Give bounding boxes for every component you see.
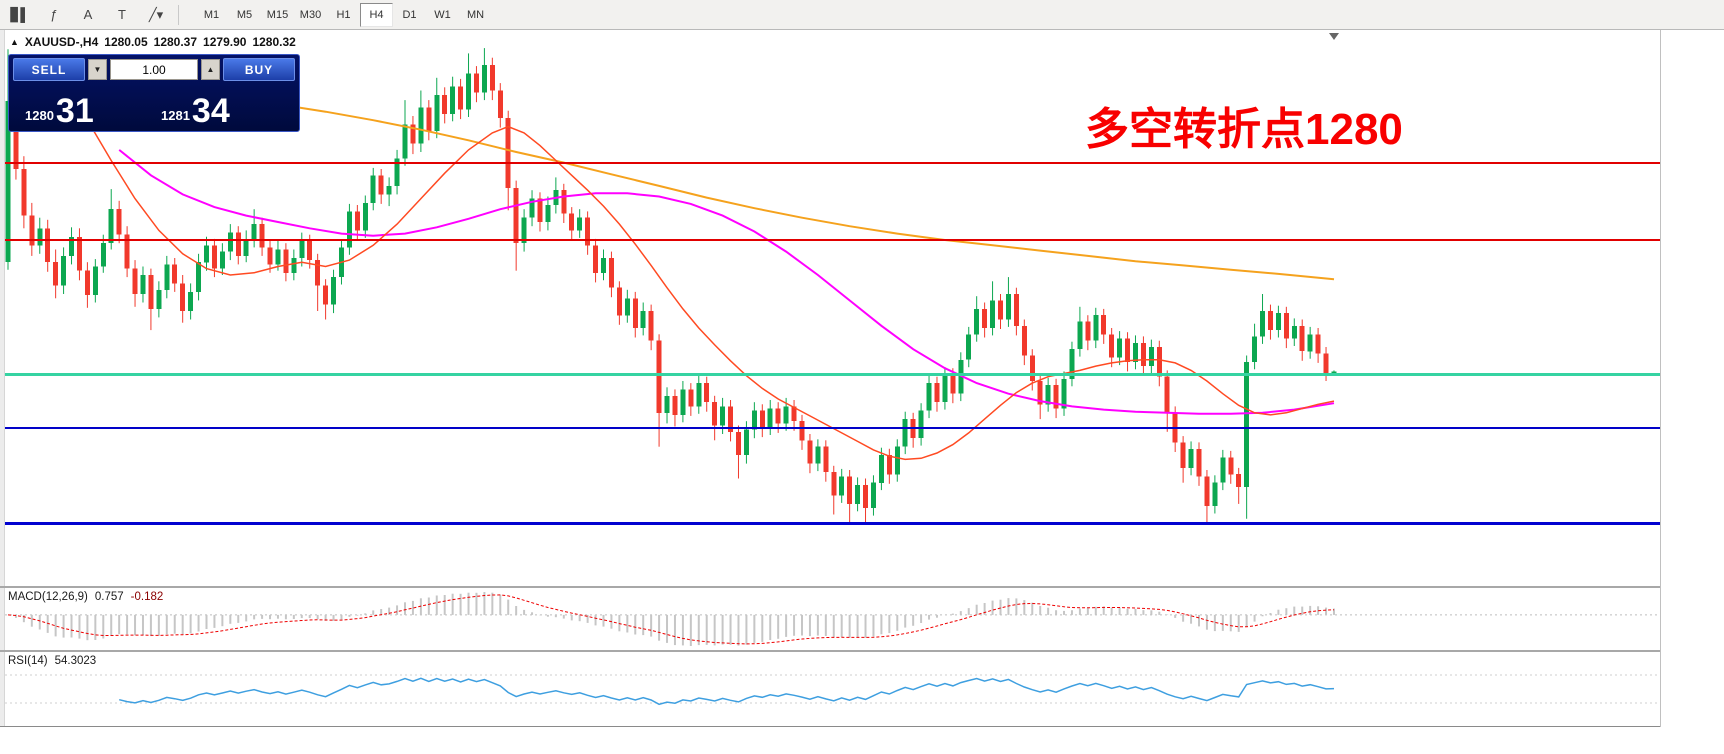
level-line-resistance-1292[interactable] <box>5 239 1660 242</box>
ma-medium-line <box>118 149 1335 415</box>
ohlc-open: 1280.05 <box>104 35 148 49</box>
timeframe-button-m15[interactable]: M15 <box>266 8 289 21</box>
buy-price-big: 34 <box>191 92 230 131</box>
ohlc-low: 1279.90 <box>203 35 247 49</box>
macd-main-value: 0.757 <box>94 591 124 603</box>
rsi-name-label: RSI(14) <box>8 655 48 667</box>
timeframe-button-h4[interactable]: H4 <box>360 2 393 27</box>
sell-price-big: 31 <box>55 92 94 131</box>
tool-buttons: ▊▌ ƒ A T ╱▾ <box>4 2 172 28</box>
time-axis[interactable] <box>0 727 1724 754</box>
sell-price[interactable]: 1280 31 <box>25 92 94 131</box>
window-left-edge <box>0 30 5 754</box>
panel-separator-rsi-time[interactable] <box>0 726 1724 727</box>
buy-price[interactable]: 1281 34 <box>161 92 230 131</box>
chart-shift-marker[interactable] <box>1329 33 1339 40</box>
toolbar: ▊▌ ƒ A T ╱▾ M1 M5 M15 M30 H1 H4 D1 W1 MN <box>0 0 1724 30</box>
timeframe-button-d1[interactable]: D1 <box>402 8 417 21</box>
sell-button[interactable]: SELL <box>13 58 85 81</box>
ohlc-high: 1280.37 <box>153 35 198 49</box>
volume-input[interactable]: 1.00 <box>110 59 198 80</box>
timeframe-button-w1[interactable]: W1 <box>434 8 451 21</box>
ma-slow-line <box>182 91 1335 281</box>
macd-name-label: MACD(12,26,9) <box>8 591 88 603</box>
panel-separator-main-macd[interactable] <box>0 586 1724 588</box>
timeframe-button-h1[interactable]: H1 <box>336 8 351 21</box>
timeframe-button-m5[interactable]: M5 <box>236 8 253 21</box>
buy-price-small: 1281 <box>161 108 190 123</box>
timeframe-button-mn[interactable]: MN <box>466 8 485 21</box>
rsi-label-row: RSI(14) 54.3023 <box>8 655 96 667</box>
candles-layer <box>5 48 1337 525</box>
macd-signal-line <box>7 594 1335 645</box>
buy-button[interactable]: BUY <box>223 58 295 81</box>
volume-decrease-button[interactable]: ▼ <box>88 59 107 80</box>
macd-label-row: MACD(12,26,9) 0.757 -0.182 <box>8 591 163 603</box>
trade-controls-row: SELL ▼ 1.00 ▲ BUY <box>9 55 299 83</box>
rsi-line <box>119 677 1335 706</box>
chart-type-icon[interactable]: ▊▌ <box>10 6 30 22</box>
level-line-support-1265[interactable] <box>5 521 1660 525</box>
timeframe-buttons: M1 M5 M15 M30 H1 H4 D1 W1 MN <box>195 2 492 27</box>
level-line-pivot-1280[interactable] <box>5 373 1660 377</box>
timeframe-button-m1[interactable]: M1 <box>203 8 220 21</box>
level-line-resistance-1300[interactable] <box>5 161 1660 164</box>
text-box-icon[interactable]: T <box>118 7 126 22</box>
volume-increase-button[interactable]: ▲ <box>201 59 220 80</box>
indicators-icon[interactable]: ƒ <box>50 7 58 22</box>
collapse-trade-panel-icon[interactable]: ▲ <box>10 37 19 47</box>
text-label-icon[interactable]: A <box>83 7 93 22</box>
toolbar-separator <box>178 4 179 25</box>
sell-price-small: 1280 <box>25 108 54 123</box>
symbol-period-label: XAUUSD-,H4 <box>24 35 99 49</box>
macd-signal-value: -0.182 <box>130 591 164 603</box>
chart-text-annotation: 多空转折点1280 <box>1085 105 1403 154</box>
one-click-trading-panel: SELL ▼ 1.00 ▲ BUY 1280 31 1281 34 <box>8 54 300 132</box>
ohlc-close: 1280.32 <box>252 35 296 49</box>
chart-header: ▲ XAUUSD-,H4 1280.05 1280.37 1279.90 128… <box>10 35 296 49</box>
draw-tools-icon[interactable]: ╱▾ <box>148 6 164 22</box>
panel-separator-macd-rsi[interactable] <box>0 650 1724 652</box>
ma-fast-line <box>86 119 1335 461</box>
timeframe-button-m30[interactable]: M30 <box>299 8 322 21</box>
rsi-value: 54.3023 <box>54 655 97 667</box>
level-line-support-1275[interactable] <box>5 426 1660 429</box>
macd-histogram <box>14 592 1335 646</box>
trade-prices-row: 1280 31 1281 34 <box>9 83 299 131</box>
price-axis[interactable] <box>1660 30 1724 754</box>
